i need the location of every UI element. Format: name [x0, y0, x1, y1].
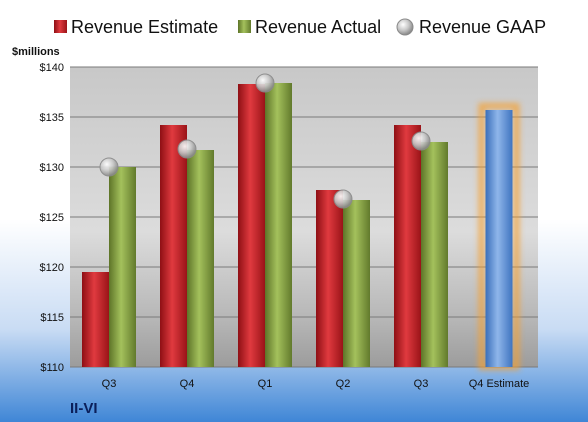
bar-revenue-estimate	[160, 125, 187, 367]
legend-label-gaap: Revenue GAAP	[419, 17, 546, 37]
bar-revenue-actual	[421, 142, 448, 367]
bar-revenue-estimate	[238, 84, 265, 367]
company-label: II-VI	[70, 400, 98, 417]
marker-revenue-gaap	[255, 73, 275, 93]
y-tick-label: $125	[40, 212, 64, 224]
marker-revenue-gaap	[411, 131, 431, 151]
x-tick-label: Q4 Estimate	[469, 378, 530, 390]
x-tick-label: Q4	[180, 378, 195, 390]
y-tick-label: $120	[40, 262, 64, 274]
marker-revenue-gaap	[177, 139, 197, 159]
bar-q4-estimate	[485, 110, 513, 367]
y-tick-label: $115	[40, 312, 64, 324]
legend-label-estimate: Revenue Estimate	[71, 17, 218, 37]
legend-swatch-actual	[238, 20, 251, 33]
y-tick-label: $110	[40, 362, 64, 374]
x-tick-label: Q2	[336, 378, 351, 390]
x-tick-label: Q1	[258, 378, 273, 390]
bar-revenue-estimate	[316, 190, 343, 367]
bar-revenue-actual	[187, 150, 214, 367]
legend-marker-gaap	[396, 18, 414, 36]
bar-revenue-actual	[109, 167, 136, 367]
legend-label-actual: Revenue Actual	[255, 17, 381, 37]
y-axis-ticks: $110 $115 $120 $125 $130 $135 $140	[40, 62, 64, 374]
x-axis-ticks: Q3 Q4 Q1 Q2 Q3 Q4 Estimate	[102, 378, 530, 390]
gridlines	[70, 66, 538, 368]
bars	[82, 83, 520, 370]
y-tick-label: $140	[40, 62, 64, 74]
bar-revenue-estimate	[82, 272, 109, 367]
y-tick-label: $135	[40, 112, 64, 124]
gaap-markers	[99, 73, 431, 209]
marker-revenue-gaap	[333, 189, 353, 209]
bar-revenue-estimate	[394, 125, 421, 367]
bar-revenue-actual	[265, 83, 292, 367]
marker-revenue-gaap	[99, 157, 119, 177]
legend: Revenue Estimate Revenue Actual Revenue …	[54, 17, 546, 37]
legend-swatch-estimate	[54, 20, 67, 33]
x-tick-label: Q3	[102, 378, 117, 390]
x-tick-label: Q3	[414, 378, 429, 390]
y-axis-unit-label: $millions	[12, 46, 60, 58]
y-tick-label: $130	[40, 162, 64, 174]
bar-revenue-actual	[343, 200, 370, 367]
